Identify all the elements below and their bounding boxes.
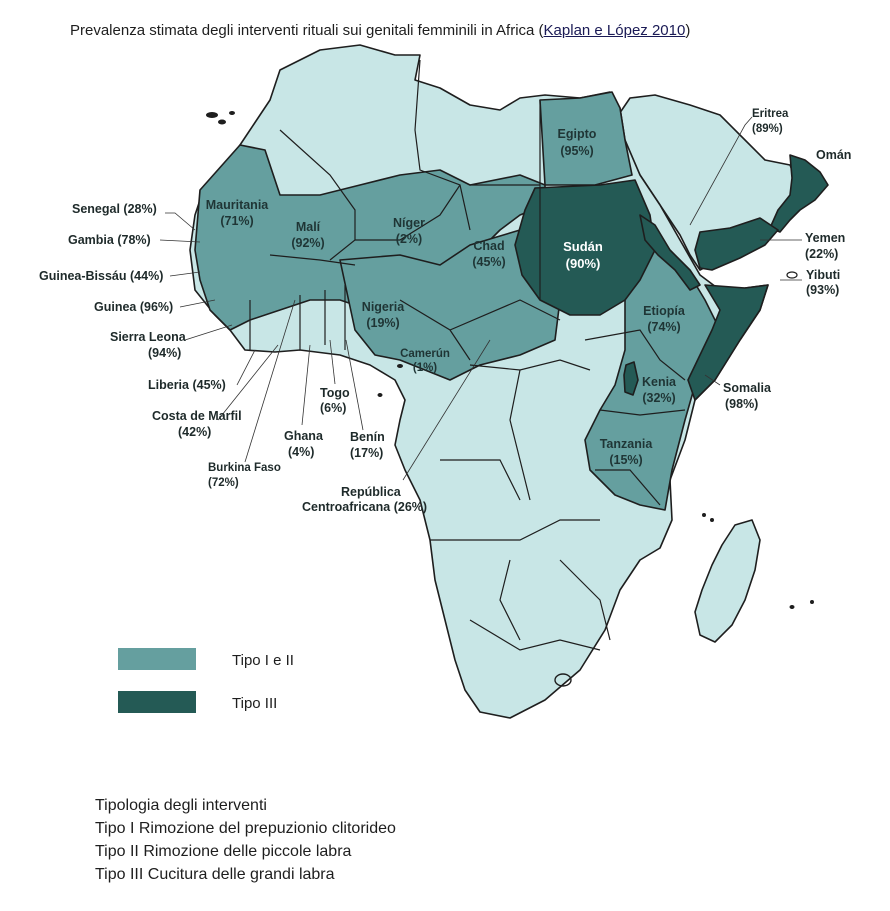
yibuti-marker	[786, 271, 798, 279]
note-heading: Tipologia degli interventi	[95, 797, 267, 814]
madagascar	[694, 519, 761, 643]
label-kenia: Kenia	[642, 375, 677, 389]
label-somalia: Somalia	[723, 381, 772, 395]
value-sierra-leona: (94%)	[148, 346, 181, 360]
country-borders	[249, 59, 686, 651]
note-tipo-1: Tipo I Rimozione del prepuzionio clitori…	[95, 820, 396, 837]
eritrea-djibouti-region	[639, 214, 701, 291]
value-niger: (2%)	[396, 232, 422, 246]
note-tipo-3: Tipo III Cucitura delle grandi labra	[95, 866, 335, 883]
label-sudan: Sudán	[563, 239, 603, 254]
label-liberia: Liberia (45%)	[148, 378, 226, 392]
label-rca-1: República	[341, 485, 402, 499]
label-niger: Níger	[393, 216, 425, 230]
label-mauritania: Mauritania	[206, 198, 270, 212]
egypt-region	[539, 91, 633, 186]
label-senegal: Senegal (28%)	[72, 202, 157, 216]
label-guinea-bissau: Guinea-Bissáu (44%)	[39, 269, 163, 283]
external-labels: Senegal (28%) Gambia (78%) Guinea-Bissáu…	[39, 108, 851, 514]
label-camerun: Camerún	[400, 348, 450, 360]
label-oman: Omán	[816, 148, 851, 162]
value-tanzania: (15%)	[609, 453, 642, 467]
type-notes: Tipologia degli interventi Tipo I Rimozi…	[95, 794, 396, 886]
label-egipto: Egipto	[558, 127, 597, 141]
map-title: Prevalenza stimata degli interventi ritu…	[70, 22, 691, 39]
oman-region	[769, 154, 829, 233]
value-mauritania: (71%)	[220, 214, 253, 228]
source-link[interactable]: Kaplan e López 2010	[543, 22, 686, 39]
label-gambia: Gambia (78%)	[68, 233, 151, 247]
map-title-text: Prevalenza stimata degli interventi ritu…	[70, 22, 535, 39]
label-rca-2: Centroafricana (26%)	[302, 500, 427, 514]
value-burkina-faso: (72%)	[208, 477, 239, 489]
value-togo: (6%)	[320, 401, 346, 415]
value-camerun: (1%)	[413, 362, 437, 374]
label-togo: Togo	[320, 386, 350, 400]
value-benin: (17%)	[350, 446, 383, 460]
label-costa-marfil: Costa de Marfil	[152, 409, 242, 423]
legend-swatch-tipo-1-2	[118, 648, 196, 670]
internal-labels: Mauritania (71%) Malí (92%) Níger (2%) C…	[206, 127, 686, 467]
legend-swatch-tipo-3	[118, 691, 196, 713]
label-burkina-faso: Burkina Faso	[208, 462, 281, 474]
label-sierra-leona: Sierra Leona	[110, 330, 187, 344]
islands	[206, 111, 814, 609]
yemen-region	[694, 217, 779, 271]
kenya-dark-spot	[623, 361, 639, 396]
label-tanzania: Tanzania	[600, 437, 654, 451]
tipo-1-2-region-east	[584, 249, 721, 511]
value-costa-marfil: (42%)	[178, 425, 211, 439]
somalia-region	[687, 284, 769, 401]
value-etiopia: (74%)	[647, 320, 680, 334]
label-ghana: Ghana	[284, 429, 324, 443]
tipo-1-2-region-central	[339, 229, 561, 381]
label-mali: Malí	[296, 220, 321, 234]
leader-lines	[159, 116, 802, 481]
value-mali: (92%)	[291, 236, 324, 250]
value-eritrea: (89%)	[752, 123, 783, 135]
label-eritrea: Eritrea	[752, 108, 789, 120]
label-yemen: Yemen	[805, 231, 845, 245]
note-tipo-2: Tipo II Rimozione delle piccole labra	[95, 843, 352, 860]
label-yibuti: Yibuti	[806, 268, 840, 282]
label-guinea: Guinea (96%)	[94, 300, 173, 314]
sudan-region	[514, 179, 656, 316]
label-nigeria: Nigeria	[362, 300, 405, 314]
value-yemen: (22%)	[805, 247, 838, 261]
legend-label-tipo-1-2: Tipo I e II	[232, 652, 294, 669]
value-chad: (45%)	[472, 255, 505, 269]
label-chad: Chad	[473, 239, 504, 253]
value-nigeria: (19%)	[366, 316, 399, 330]
lesotho	[554, 673, 572, 687]
legend-label-tipo-3: Tipo III	[232, 695, 278, 712]
value-ghana: (4%)	[288, 445, 314, 459]
label-benin: Benín	[350, 430, 385, 444]
value-egipto: (95%)	[560, 144, 593, 158]
value-sudan: (90%)	[566, 256, 601, 271]
value-yibuti: (93%)	[806, 283, 839, 297]
value-somalia: (98%)	[725, 397, 758, 411]
value-kenia: (32%)	[642, 391, 675, 405]
label-etiopia: Etiopía	[643, 304, 686, 318]
